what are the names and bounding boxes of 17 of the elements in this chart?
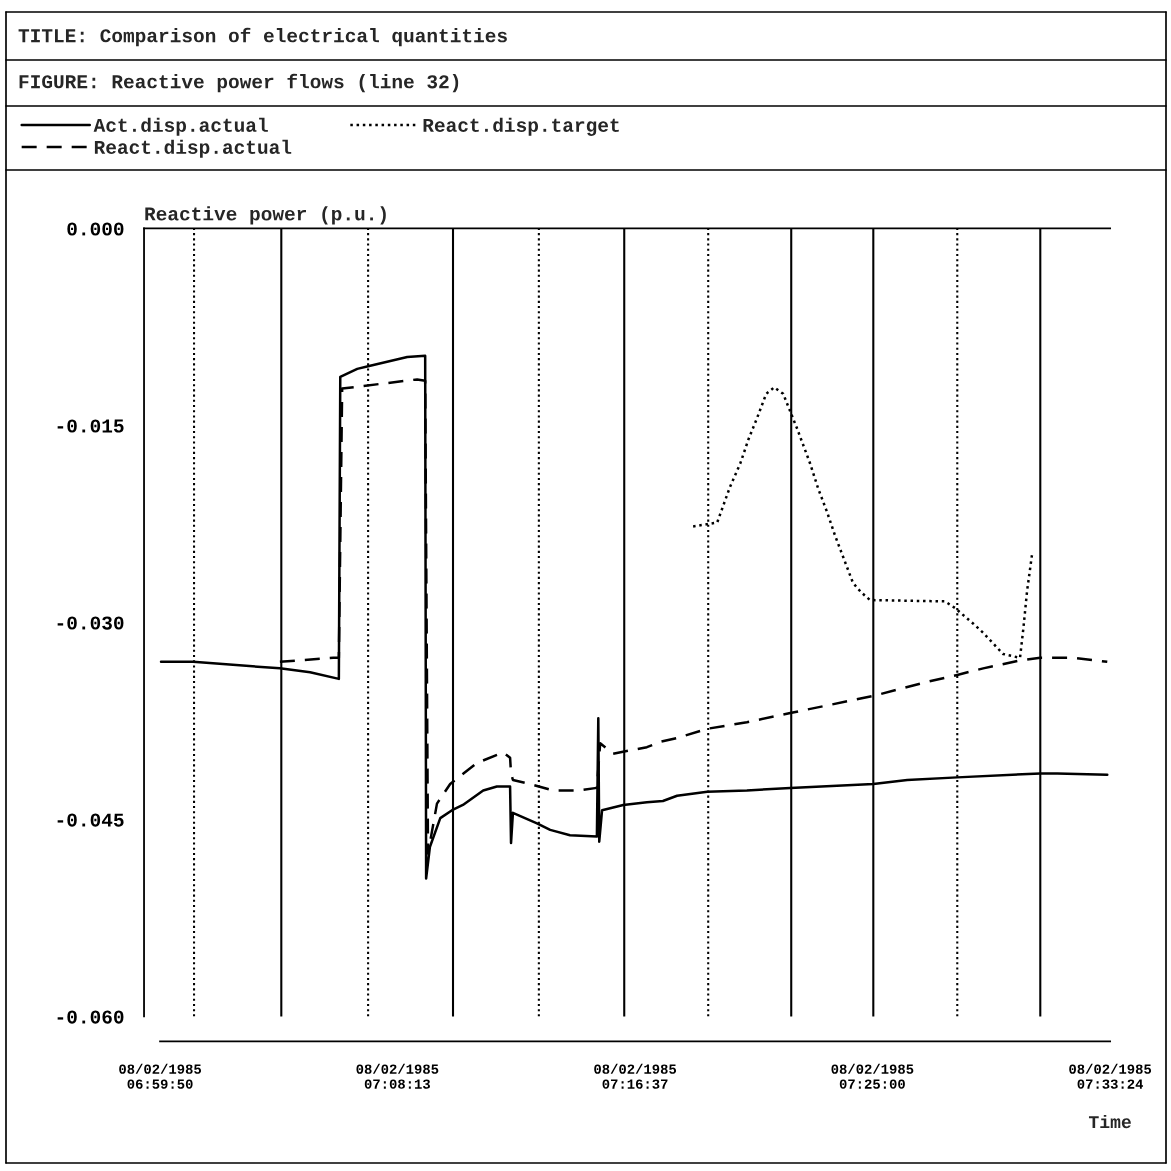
- x-tick-label: 08/02/1985 07:33:24: [1069, 1063, 1152, 1089]
- chart-subtitle: FIGURE: Reactive power flows (line 32): [19, 73, 459, 93]
- y-tick-label: -0.060: [57, 1010, 124, 1024]
- y-tick-label: -0.015: [57, 419, 124, 433]
- y-tick-label: -0.030: [57, 616, 124, 630]
- legend-label: Act.disp.actual: [93, 117, 268, 136]
- x-axis-title: Time: [1088, 1114, 1131, 1129]
- y-tick-label: 0.000: [67, 222, 124, 236]
- y-tick-label: -0.045: [57, 813, 124, 827]
- legend-label: React.disp.actual: [94, 139, 292, 158]
- y-axis-title: Reactive power (p.u.): [145, 206, 386, 225]
- x-tick-label: 08/02/1985 07:16:37: [594, 1063, 677, 1089]
- x-tick-label: 08/02/1985 07:25:00: [831, 1063, 914, 1089]
- x-tick-label: 08/02/1985 06:59:50: [119, 1063, 202, 1089]
- legend-label: React.disp.target: [423, 117, 619, 136]
- x-tick-label: 08/02/1985 07:08:13: [356, 1063, 439, 1089]
- chart-title: TITLE: Comparison of electrical quantities: [18, 27, 507, 47]
